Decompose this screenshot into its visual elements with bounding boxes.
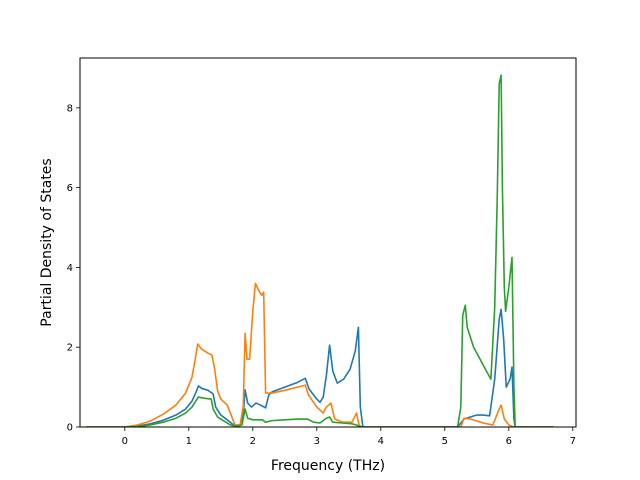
axes-frame	[79, 57, 577, 428]
x-tick-label: 2	[250, 436, 256, 447]
x-tick-label: 6	[506, 436, 512, 447]
series-line-1	[86, 308, 554, 427]
y-axis-title: Partial Density of States	[39, 158, 55, 326]
x-axis-ticks: 0 1 2 3 4 5 6 7	[122, 427, 576, 447]
x-tick-label: 7	[570, 436, 576, 447]
y-tick-label: 8	[67, 103, 73, 114]
x-tick-label: 5	[442, 436, 448, 447]
x-tick-label: 4	[378, 436, 384, 447]
x-tick-label: 3	[314, 436, 320, 447]
y-tick-label: 0	[67, 423, 73, 434]
x-tick-label: 0	[122, 436, 128, 447]
plot-area	[86, 74, 554, 427]
y-tick-label: 6	[67, 183, 73, 194]
x-axis-title: Frequency (THz)	[271, 458, 385, 474]
y-tick-label: 4	[67, 263, 73, 274]
series-line-2	[86, 282, 554, 427]
y-tick-label: 2	[67, 343, 73, 354]
y-axis-ticks: 0 2 4 6 8	[67, 103, 80, 434]
x-tick-label: 1	[186, 436, 192, 447]
series-line-3	[86, 74, 554, 427]
